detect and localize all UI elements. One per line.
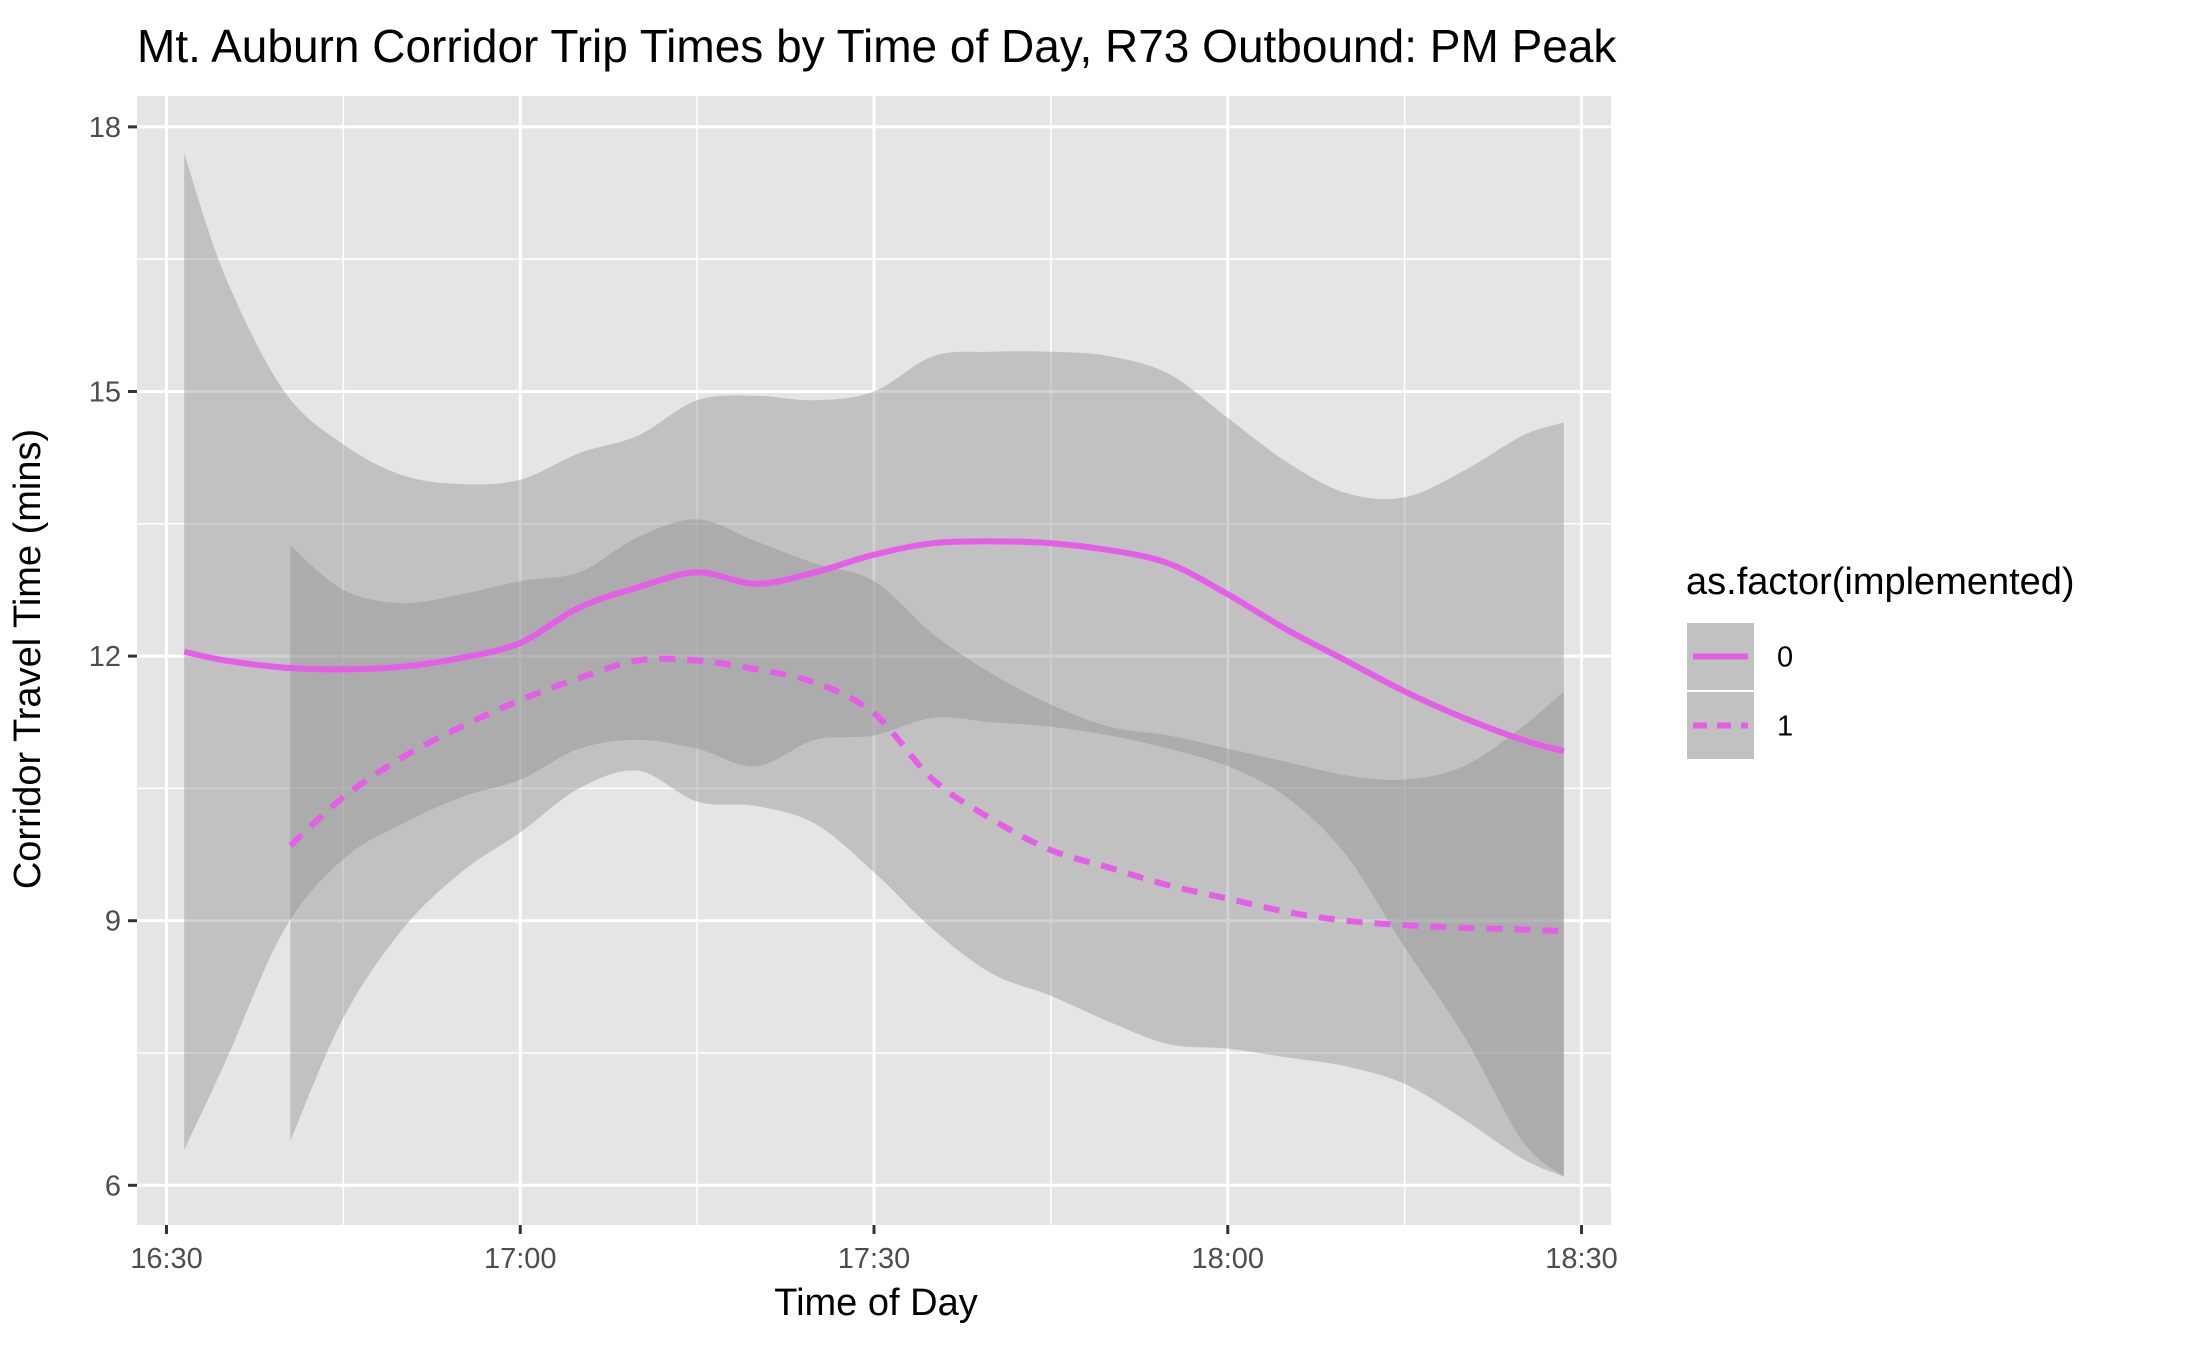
line-series-0 <box>183 538 1565 755</box>
y-tick-label: 18 <box>89 112 121 144</box>
ribbon-series-0 <box>184 153 1564 1177</box>
legend-keys: 01 <box>1685 621 1793 761</box>
series-lines <box>183 538 1565 935</box>
legend-title: as.factor(implemented) <box>1686 561 2075 603</box>
x-tick-label: 16:30 <box>130 1243 203 1275</box>
legend-label: 0 <box>1777 642 1793 674</box>
x-tick-label: 18:30 <box>1545 1243 1618 1275</box>
y-axis-title: Corridor Travel Time (mins) <box>7 429 49 889</box>
x-tick-label: 17:00 <box>484 1243 557 1275</box>
y-tick-label: 15 <box>89 376 121 408</box>
x-tick-label: 17:30 <box>838 1243 911 1275</box>
plot-panel <box>137 96 1611 1225</box>
legend: as.factor(implemented) 01 <box>1685 561 2075 761</box>
major-gridlines <box>137 96 1611 1225</box>
y-tick-label: 6 <box>105 1170 121 1202</box>
line-series-1 <box>288 655 1564 935</box>
y-tick-label: 12 <box>89 641 121 673</box>
x-tick-label: 18:00 <box>1191 1243 1264 1275</box>
confidence-ribbons <box>184 153 1564 1177</box>
x-axis-title: Time of Day <box>774 1282 977 1324</box>
ribbon-series-1 <box>290 519 1564 1177</box>
y-tick-label: 9 <box>105 906 121 938</box>
y-axis: 6 9 12 15 18 <box>89 112 137 1202</box>
x-axis: 16:30 17:00 17:30 18:00 18:30 <box>130 1225 1618 1275</box>
legend-label: 1 <box>1777 711 1793 743</box>
chart-title: Mt. Auburn Corridor Trip Times by Time o… <box>137 20 1617 72</box>
